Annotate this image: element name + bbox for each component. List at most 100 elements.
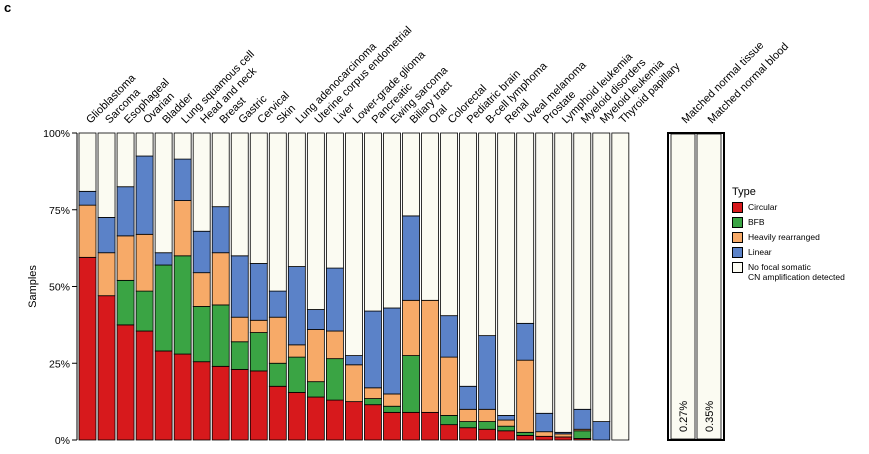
bar-segment [249,132,268,264]
panel-letter: c [4,0,12,15]
bar-segment [421,411,439,441]
legend-label: BFB [748,217,765,227]
bar-segment [345,401,363,441]
bar-segment [135,330,154,441]
bar-segment [173,158,192,201]
bar-segment [192,361,211,441]
y-axis-label: Samples [27,265,39,308]
bar-segment [573,408,592,430]
bar-segment [325,399,344,441]
bar-segment [554,132,573,433]
bar-segment [421,299,439,413]
normal-percent-label: 0.35% [704,401,716,432]
bar-segment [459,427,478,441]
bar-segment [173,132,192,160]
bar-segment [78,190,97,206]
bar-segment [230,316,249,343]
bar-segment [268,290,287,318]
bar-segment [592,132,611,422]
bar-segment [306,132,325,310]
bar-segment [230,132,249,257]
bar-segment [97,132,116,218]
bar-segment [345,364,363,403]
legend-label: Heavily rearranged [748,232,820,242]
bar-segment [306,381,325,398]
bar-segment [135,290,154,332]
bar-segment [249,370,268,441]
bar-segment [116,235,135,281]
bar-segment [268,385,287,441]
bar-segment [116,279,135,326]
normal-samples-box [667,132,725,441]
bar-segment [287,356,306,393]
bar-segment [459,408,478,422]
bar-segment [554,433,573,438]
bar-segment [440,315,458,358]
legend-items: Circular BFB Heavily rearranged Linear No fo… [732,202,845,282]
bar-segment [535,412,554,433]
bar-segment [497,430,516,441]
bar-segment [535,435,554,441]
legend-item: Linear [732,247,845,262]
bar-segment [459,385,478,410]
bar-segment [535,132,554,414]
bar-segment [592,421,611,441]
bar-segment [440,415,458,426]
bar-segment [421,132,439,301]
bar-segment [173,353,192,441]
bar-segment [287,132,306,267]
bar-segment [268,316,287,364]
bar-segment [364,404,382,441]
bar-segment [364,398,382,406]
bar-segment [192,132,211,232]
bar-segment [402,132,420,217]
y-tick-label: 25% [49,358,70,370]
bar-segment [230,341,249,370]
bar-segment [611,132,630,441]
legend-swatch [732,247,743,258]
bar-segment [116,324,135,441]
bar-segment [97,217,116,254]
bar-segment [154,252,173,266]
bar-segment [440,424,458,441]
bar-segment [192,230,211,274]
bar-segment [249,263,268,321]
bar-segment [402,299,420,356]
bar-segment [497,415,516,421]
bar-segment [478,132,497,337]
bar-segment [325,132,344,269]
bar-segment [78,132,97,192]
legend-swatch [732,202,743,213]
y-tick-label: 75% [49,205,70,217]
legend-item: Circular [732,202,845,217]
bar-segment [478,408,497,422]
bar-segment [306,396,325,441]
bar-segment [135,132,154,157]
normal-bar [670,133,696,440]
bar-segment [402,355,420,413]
legend-label: Linear [748,247,772,257]
bar-segment [230,255,249,318]
bar-segment [154,264,173,352]
bar-segment [287,344,306,358]
legend-item: Heavily rearranged [732,232,845,247]
bar-segment [192,306,211,363]
legend-item: BFB [732,217,845,232]
bar-segment [211,365,230,441]
bar-segment [325,267,344,332]
bar-segment [211,206,230,254]
bar-segment [211,304,230,367]
legend-title: Type [732,186,756,198]
bar-segment [573,132,592,410]
legend-swatch [732,217,743,228]
bar-segment [192,272,211,307]
legend-swatch [732,262,743,273]
bar-segment [516,434,535,441]
bar-segment [478,428,497,441]
bar-segment [135,233,154,292]
bar-segment [78,204,97,258]
bar-segment [459,132,478,387]
bar-segment [383,393,401,407]
bar-segment [516,132,535,324]
